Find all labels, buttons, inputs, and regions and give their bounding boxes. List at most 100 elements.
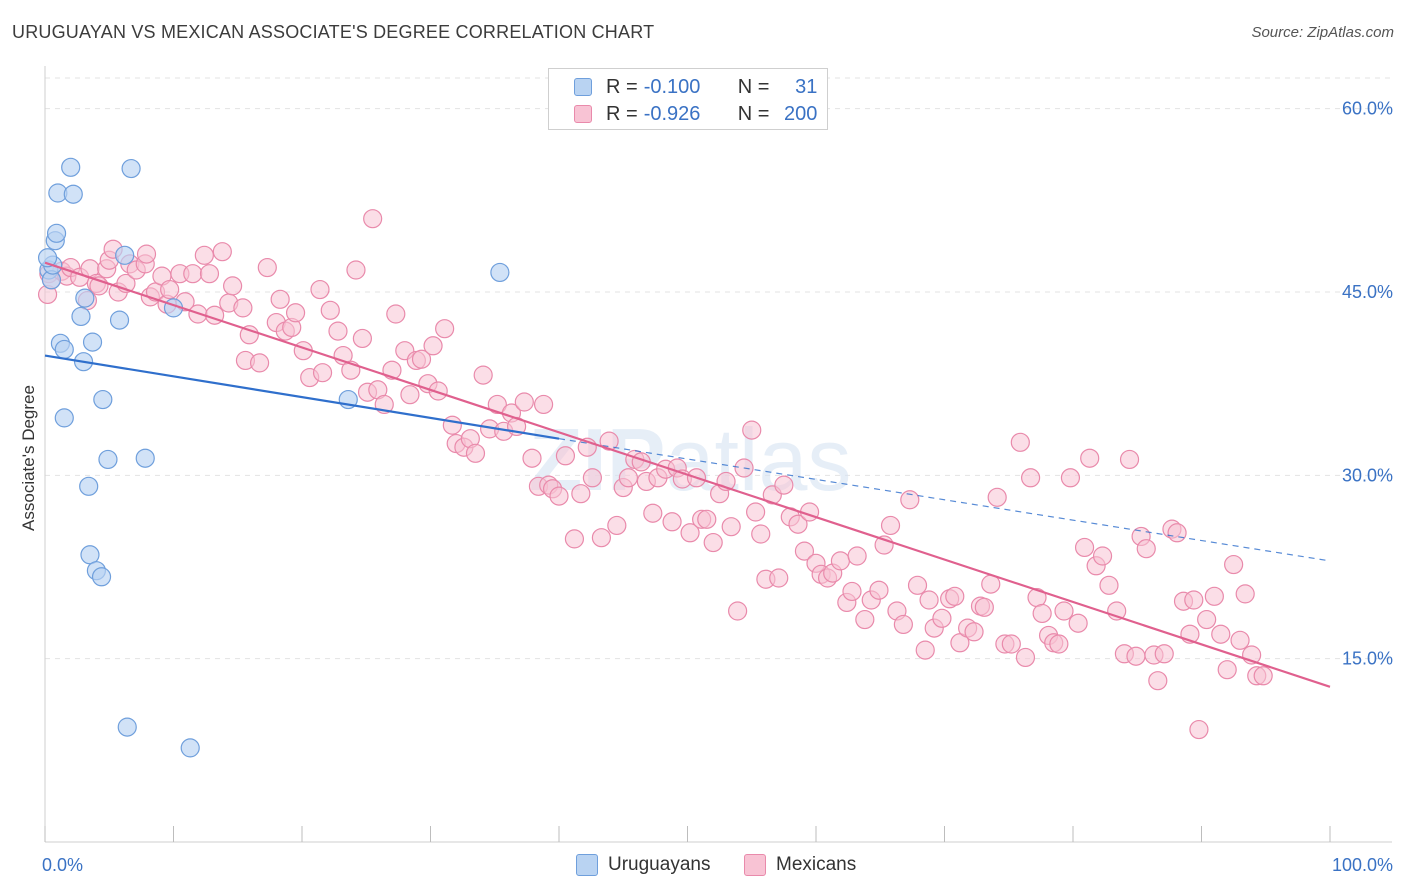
mexicans-point — [742, 420, 762, 440]
mexicans-point — [514, 392, 534, 412]
mexicans-point — [183, 264, 203, 284]
uruguayans-point — [63, 184, 83, 204]
mexicans-label: Mexicans — [776, 854, 857, 875]
legend-row-uruguayans: R = -0.100 N = 31 — [549, 74, 817, 100]
legend-row-mexicans: R = -0.926 N = 200 — [549, 101, 817, 127]
mexicans-point — [1217, 660, 1237, 680]
mexicans-point — [1099, 575, 1119, 595]
mexicans-point — [721, 517, 741, 537]
mexicans-point — [411, 349, 432, 369]
mexicans-point — [919, 590, 939, 610]
mexicans-point — [199, 264, 220, 284]
mexicans-point — [386, 304, 406, 324]
y-axis-label: Associate's Degree — [19, 385, 38, 531]
r-value: -0.100 — [643, 75, 701, 98]
mexicans-point — [136, 244, 157, 264]
mexicans-point — [435, 319, 455, 339]
mexicans-point — [1197, 609, 1217, 630]
uruguayans-point — [93, 389, 113, 410]
n-value: 200 — [784, 102, 818, 125]
mexicans-point — [987, 487, 1007, 507]
mexicans-point — [1001, 634, 1021, 654]
mexicans-point — [1189, 719, 1209, 740]
n-label: N = — [737, 75, 770, 98]
mexicans-point — [855, 609, 875, 630]
mexicans-point — [1015, 647, 1036, 668]
mexicans-point — [974, 597, 994, 617]
r-label: R = — [606, 102, 638, 125]
chart-title: URUGUAYAN VS MEXICAN ASSOCIATE'S DEGREE … — [12, 22, 655, 42]
mexicans-point — [312, 363, 333, 383]
uruguayans-point — [71, 306, 91, 327]
mexicans-point — [465, 443, 486, 463]
y-tick-label: 60.0% — [1342, 99, 1393, 119]
mexicans-point — [847, 546, 867, 566]
mexicans-point — [1020, 468, 1041, 488]
mexicans-point — [428, 381, 448, 401]
mexicans-point — [533, 394, 554, 415]
mexicans-point — [1136, 539, 1156, 559]
mexicans-point — [582, 468, 603, 488]
legend-item-mexicans: Mexicans — [744, 852, 856, 878]
mexicans-point — [728, 601, 748, 621]
mexicans-point — [842, 581, 862, 602]
mexicans-point — [257, 257, 277, 278]
uruguayans-point — [121, 158, 141, 179]
mexicans-point — [1167, 523, 1187, 543]
mexicans-point — [774, 475, 794, 495]
mexicans-point — [352, 328, 372, 349]
uruguayans-trend-extension — [558, 438, 1331, 562]
y-tick-label: 15.0% — [1342, 649, 1393, 669]
uruguayans-point — [115, 245, 135, 265]
n-label: N = — [737, 102, 770, 125]
mexicans-point — [549, 486, 569, 506]
mexicans-point — [662, 512, 682, 532]
mexicans-point — [555, 446, 576, 466]
mexicans-point — [1211, 624, 1231, 644]
uruguayans-trend-line — [44, 354, 560, 440]
mexicans-point — [1010, 432, 1030, 452]
mexicans-point — [751, 524, 771, 544]
mexicans-point — [1049, 634, 1069, 654]
mexicans-point — [746, 502, 766, 522]
y-tick-label: 30.0% — [1342, 465, 1393, 485]
mexicans-point — [487, 394, 507, 415]
mexicans-point — [442, 415, 462, 435]
uruguayans-point — [91, 567, 112, 587]
x-tick-label: 0.0% — [42, 855, 83, 875]
mexicans-point — [1092, 546, 1113, 566]
uruguayans-point — [180, 738, 200, 758]
r-label: R = — [606, 75, 638, 98]
mexicans-point — [1235, 584, 1255, 604]
mexicans-point — [788, 514, 808, 534]
mexicans-point — [1119, 449, 1140, 470]
mexicans-point — [473, 365, 493, 385]
mexicans-point — [233, 298, 253, 318]
uruguayans-point — [54, 408, 74, 428]
mexicans-point — [697, 509, 717, 529]
mexicans-point — [1054, 601, 1074, 621]
r-value: -0.926 — [643, 102, 701, 125]
mexicans-point — [794, 541, 815, 561]
uruguayans-point — [135, 448, 155, 468]
mexicans-point — [964, 622, 984, 642]
mexicans-point — [900, 490, 920, 510]
mexicans-swatch — [744, 854, 766, 876]
mexicans-point — [522, 448, 542, 468]
mexicans-point — [945, 586, 965, 606]
y-tick-labels: 15.0% 30.0% 45.0% 60.0% — [1342, 99, 1393, 669]
uruguayans-point — [61, 157, 81, 177]
mexicans-point — [310, 279, 330, 300]
y-tick-label: 45.0% — [1342, 282, 1393, 302]
uruguayans-point — [79, 476, 99, 496]
mexicans-trend-line — [44, 261, 1331, 688]
uruguayans-point — [82, 332, 103, 352]
mexicans-point — [571, 484, 591, 504]
mexicans-point — [270, 289, 290, 309]
mexicans-point — [223, 276, 243, 296]
source-label: Source: ZipAtlas.com — [1251, 24, 1394, 41]
mexicans-point — [328, 321, 348, 341]
mexicans-swatch — [574, 105, 592, 123]
mexicans-point — [1253, 666, 1273, 686]
